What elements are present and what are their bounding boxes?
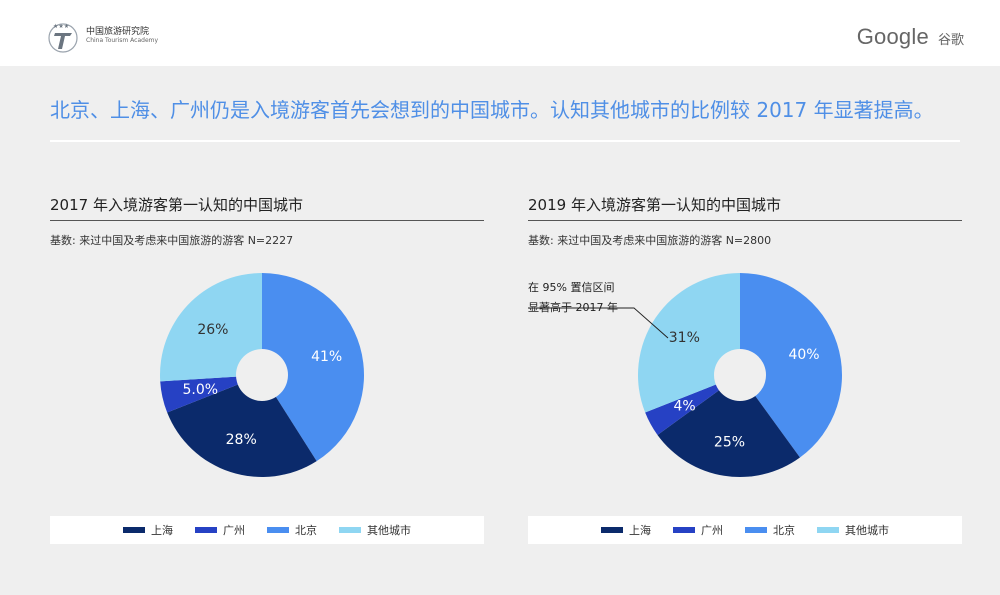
legend-swatch — [673, 527, 695, 533]
callout-line-2: 显著高于 2017 年 — [528, 301, 618, 314]
legend-label: 北京 — [295, 524, 317, 537]
chart-panel-2019: 2019 年入境游客第一认知的中国城市 基数: 来过中国及考虑来中国旅游的游客 … — [528, 190, 962, 550]
chart-title-divider — [528, 220, 962, 221]
pie-label-beijing: 41% — [311, 349, 342, 365]
pie-slice-shanghai — [657, 375, 800, 477]
pie-label-shanghai: 28% — [226, 432, 257, 448]
legend-item-shanghai: 上海 — [601, 522, 651, 538]
legend-swatch — [195, 527, 217, 533]
top-bar: ★★★ 中国旅游研究院 China Tourism Academy Google… — [0, 0, 1000, 66]
chart-title: 2019 年入境游客第一认知的中国城市 — [528, 196, 781, 214]
pie-slice-guangzhou — [160, 375, 262, 413]
legend-swatch — [601, 527, 623, 533]
legend: 上海 广州 北京 其他城市 — [50, 516, 484, 544]
headline-divider — [50, 140, 960, 142]
chart-subtitle: 基数: 来过中国及考虑来中国旅游的游客 N=2800 — [528, 234, 772, 247]
pie-label-shanghai: 25% — [714, 434, 745, 450]
legend-swatch — [817, 527, 839, 533]
google-logo: Google 谷歌 — [857, 24, 964, 50]
cta-emblem-icon: ★★★ — [48, 23, 78, 53]
pie-label-guangzhou: 5.0% — [182, 382, 218, 398]
legend-label: 上海 — [629, 524, 651, 537]
legend-label: 上海 — [151, 524, 173, 537]
pie-slice-shanghai — [167, 375, 317, 477]
org-name-en: China Tourism Academy — [86, 37, 159, 44]
pie-slice-other — [160, 273, 262, 382]
google-cn-name: 谷歌 — [937, 33, 964, 48]
google-wordmark: Google — [856, 24, 929, 49]
pie-label-guangzhou: 4% — [673, 398, 695, 414]
legend-label: 广州 — [701, 524, 723, 537]
donut-hole — [236, 349, 288, 401]
org-name-cn: 中国旅游研究院 — [86, 27, 150, 37]
legend-item-guangzhou: 广州 — [673, 522, 723, 538]
legend-swatch — [267, 527, 289, 533]
callout-leader-line — [528, 307, 669, 339]
legend-item-shanghai: 上海 — [123, 522, 173, 538]
pie-slice-guangzhou — [645, 375, 740, 435]
legend-label: 北京 — [773, 524, 795, 537]
legend-item-beijing: 北京 — [267, 522, 317, 538]
pie-label-other: 26% — [197, 322, 228, 338]
donut-hole — [714, 349, 766, 401]
chart-title: 2017 年入境游客第一认知的中国城市 — [50, 196, 303, 214]
legend: 上海 广州 北京 其他城市 — [528, 516, 962, 544]
pie-label-beijing: 40% — [788, 347, 819, 363]
legend-label: 其他城市 — [367, 524, 411, 537]
chart-panel-2017: 2017 年入境游客第一认知的中国城市 基数: 来过中国及考虑来中国旅游的游客 … — [50, 190, 484, 550]
legend-swatch — [339, 527, 361, 533]
chart-title-divider — [50, 220, 484, 221]
pie-label-other: 31% — [669, 330, 700, 346]
cta-logo: ★★★ 中国旅游研究院 China Tourism Academy — [46, 20, 186, 56]
significance-callout: 在 95% 置信区间 显著高于 2017 年 — [528, 278, 618, 318]
chart-subtitle: 基数: 来过中国及考虑来中国旅游的游客 N=2227 — [50, 234, 294, 247]
legend-item-other: 其他城市 — [817, 522, 889, 538]
legend-item-beijing: 北京 — [745, 522, 795, 538]
legend-label: 其他城市 — [845, 524, 889, 537]
callout-line-1: 在 95% 置信区间 — [528, 281, 615, 294]
legend-item-guangzhou: 广州 — [195, 522, 245, 538]
svg-text:★★★: ★★★ — [53, 23, 69, 30]
headline: 北京、上海、广州仍是入境游客首先会想到的中国城市。认知其他城市的比例较 2017… — [50, 98, 934, 122]
pie-chart-2017: 41% 28% 5.0% 26% — [160, 273, 365, 477]
pie-chart-2019: 40% 25% 4% 31% — [528, 273, 842, 477]
pie-slice-beijing — [740, 273, 842, 458]
legend-swatch — [123, 527, 145, 533]
legend-item-other: 其他城市 — [339, 522, 411, 538]
pie-slice-beijing — [262, 273, 365, 462]
legend-label: 广州 — [223, 524, 245, 537]
legend-swatch — [745, 527, 767, 533]
